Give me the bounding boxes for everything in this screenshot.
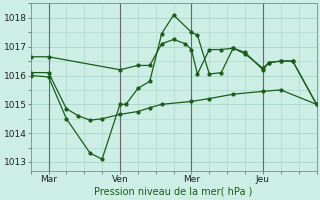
X-axis label: Pression niveau de la mer( hPa ): Pression niveau de la mer( hPa ) bbox=[94, 187, 253, 197]
